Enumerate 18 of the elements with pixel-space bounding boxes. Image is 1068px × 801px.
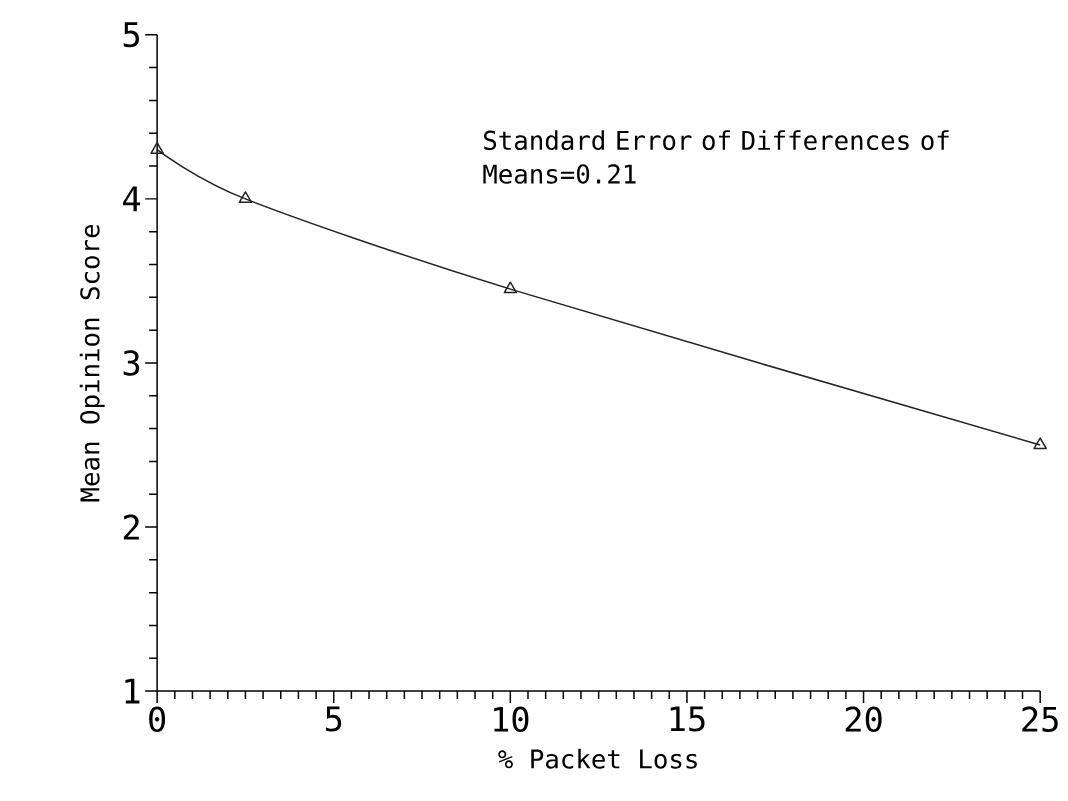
y-tick-label: 5 bbox=[123, 22, 139, 48]
y-tick-label: 4 bbox=[123, 186, 141, 212]
x-tick-label: 0 bbox=[149, 706, 166, 733]
x-tick-label: 25 bbox=[1022, 706, 1058, 733]
y-tick-label: 3 bbox=[123, 350, 140, 376]
y-axis-title: Mean Opinion Score bbox=[79, 225, 105, 502]
y-tick-label: 1 bbox=[125, 679, 140, 704]
x-tick-label: 15 bbox=[670, 706, 705, 732]
point bbox=[150, 142, 164, 155]
y-tick-label: 2 bbox=[123, 514, 139, 540]
point bbox=[238, 191, 253, 204]
point bbox=[1033, 437, 1047, 450]
x-tick-label: 5 bbox=[325, 706, 342, 732]
x-axis-title: % Packet Loss bbox=[498, 749, 697, 769]
point bbox=[503, 281, 518, 294]
x-tick-label: 20 bbox=[845, 706, 882, 733]
annotation: Standard Error of Differences of Means=0.21 bbox=[483, 130, 949, 185]
x-tick-label: 10 bbox=[494, 706, 529, 733]
